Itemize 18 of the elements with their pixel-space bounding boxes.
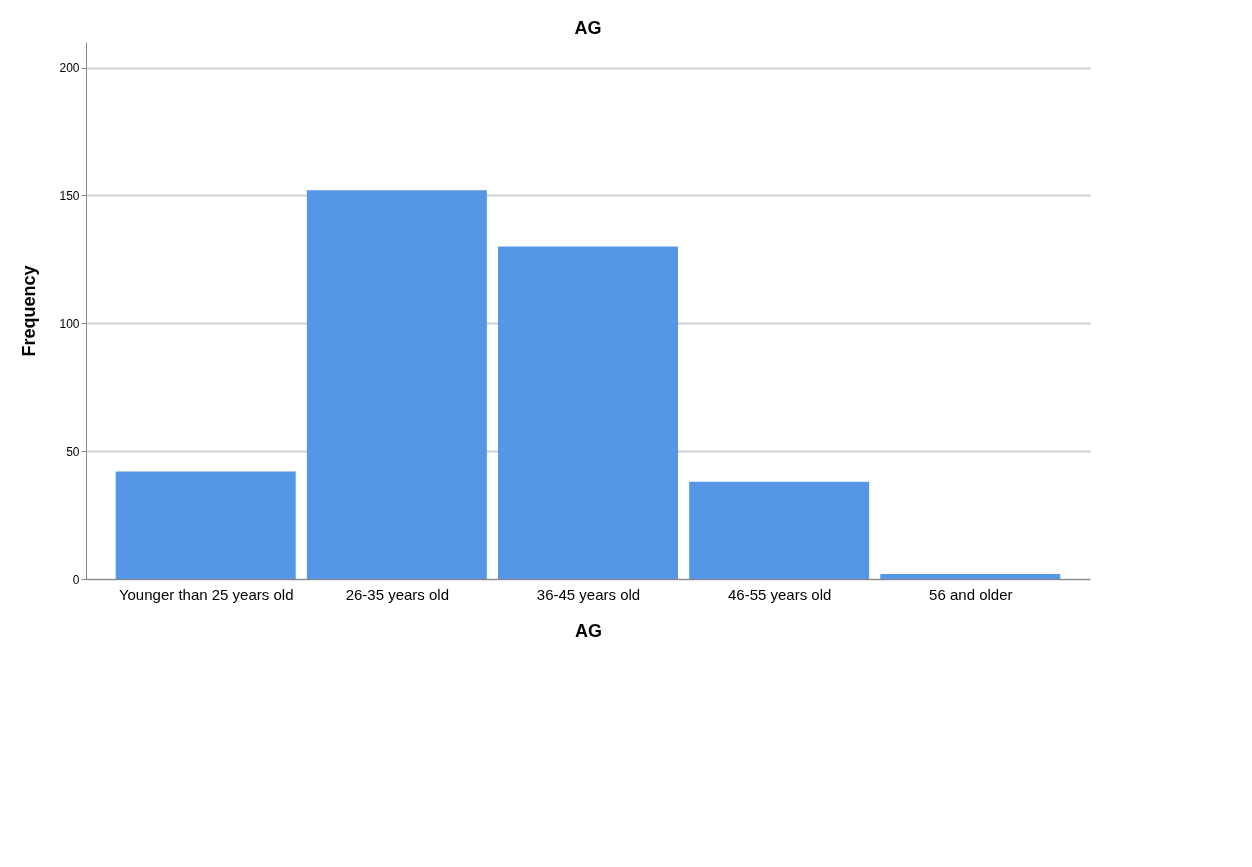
bar (115, 471, 296, 579)
x-tick-label: 56 and older (929, 585, 1013, 603)
bar (306, 190, 487, 579)
bar (880, 573, 1061, 579)
y-tick-label: 100 (59, 316, 80, 331)
bar (689, 481, 870, 579)
y-tick-label: 150 (59, 188, 80, 203)
y-tick-label: 50 (66, 444, 80, 459)
x-tick-label: 46-55 years old (727, 585, 832, 603)
chart-title: AG (574, 18, 602, 38)
y-tick-label: 200 (59, 61, 80, 76)
x-tick-label: 36-45 years old (536, 585, 641, 603)
x-tick-label: 26-35 years old (345, 585, 450, 603)
bar (498, 246, 678, 579)
y-tick-label: 0 (72, 572, 80, 587)
y-axis-title: Frequency (19, 265, 40, 357)
x-axis-title: AG (575, 620, 602, 641)
x-tick-label: Younger than 25 years old (118, 585, 294, 603)
